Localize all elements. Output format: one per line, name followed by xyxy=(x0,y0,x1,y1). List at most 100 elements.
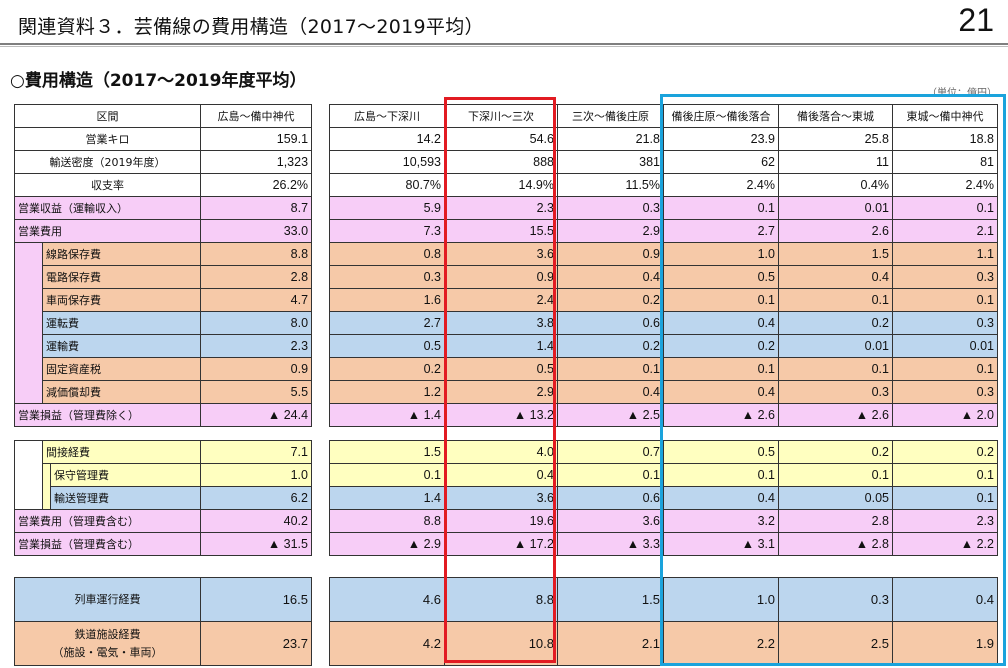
value-cell: ▲ 2.0 xyxy=(892,403,998,427)
value-cell: 4.7 xyxy=(200,288,313,312)
table-row: 営業費用 33.0 xyxy=(13,219,313,243)
column-header: 三次～備後庄原 xyxy=(557,104,664,128)
value-cell: 2.3 xyxy=(892,509,998,533)
row-label: 運転費 xyxy=(41,311,202,335)
row-label: 線路保存費 xyxy=(41,242,202,266)
value-cell: 0.5 xyxy=(444,357,558,381)
value-cell: ▲ 17.2 xyxy=(444,532,558,556)
value-cell: 2.4% xyxy=(892,173,998,197)
value-cell: 0.4 xyxy=(778,265,893,289)
row-label-line: 列車運行経費 xyxy=(74,592,141,606)
value-cell: 0.2 xyxy=(892,440,998,464)
value-cell: 1.0 xyxy=(663,242,779,266)
value-cell: 33.0 xyxy=(200,219,313,243)
row-label: 保守管理費 xyxy=(50,463,201,487)
value-cell: 0.3 xyxy=(892,265,998,289)
value-cell: 2.3 xyxy=(200,334,313,358)
table-row: 営業費用（管理費含む） 40.2 xyxy=(14,509,312,533)
section-title: ○費用構造（2017～2019年度平均） xyxy=(10,71,307,91)
value-cell: 0.4 xyxy=(557,380,664,404)
header-row: 区間 広島～備中神代 xyxy=(13,104,313,128)
value-cell: 0.9 xyxy=(200,357,313,381)
table-row: 営業収益（運輸収入） 8.7 xyxy=(13,196,313,220)
column-header: 広島～下深川 xyxy=(329,104,445,128)
value-cell: 7.3 xyxy=(329,219,445,243)
row-label: 営業費用 xyxy=(13,219,202,243)
value-cell: 0.4% xyxy=(778,173,893,197)
table-row: 10,593 888 381 62 11 81 xyxy=(329,150,998,174)
value-cell: 5.5 xyxy=(200,380,313,404)
table-row: 80.7% 14.9% 11.5% 2.4% 0.4% 2.4% xyxy=(329,173,998,197)
value-cell: 81 xyxy=(892,150,998,174)
table-row: 0.8 3.6 0.9 1.0 1.5 1.1 xyxy=(329,242,998,266)
table-row: 営業キロ 159.1 xyxy=(13,127,313,151)
table-row: 減価償却費 5.5 xyxy=(14,380,313,404)
table-row: 7.3 15.5 2.9 2.7 2.6 2.1 xyxy=(329,219,998,243)
value-cell: 0.05 xyxy=(778,486,893,510)
value-cell: 0.9 xyxy=(557,242,664,266)
table-row: 0.2 0.5 0.1 0.1 0.1 0.1 xyxy=(329,357,998,381)
title-divider xyxy=(0,43,1008,45)
column-header: 区間 xyxy=(13,104,202,128)
value-cell: 3.8 xyxy=(444,311,558,335)
row-label-line: （施設・電気・車両） xyxy=(52,645,163,659)
value-cell: 0.3 xyxy=(329,265,445,289)
value-cell: 16.5 xyxy=(200,577,312,622)
row-label: 営業費用（管理費含む） xyxy=(14,509,201,533)
value-cell: ▲ 3.1 xyxy=(663,532,779,556)
table-row: 1.6 2.4 0.2 0.1 0.1 0.1 xyxy=(329,288,998,312)
column-header: 備後庄原～備後落合 xyxy=(663,104,779,128)
value-cell: 0.2 xyxy=(557,334,664,358)
row-label-line: 鉄道施設経費 xyxy=(74,627,141,641)
value-cell: ▲ 2.5 xyxy=(557,403,664,427)
column-header: 広島～備中神代 xyxy=(200,104,313,128)
value-cell: 2.3 xyxy=(444,196,558,220)
table-row: 1.5 4.0 0.7 0.5 0.2 0.2 xyxy=(329,440,998,464)
value-cell: 0.01 xyxy=(778,334,893,358)
value-cell: 0.1 xyxy=(892,463,998,487)
value-cell: ▲ 2.2 xyxy=(892,532,998,556)
indent-cell xyxy=(14,311,43,335)
header-row: 広島～下深川 下深川～三次 三次～備後庄原 備後庄原～備後落合 備後落合～東城 東城～備中… xyxy=(329,104,998,128)
value-cell: 5.9 xyxy=(329,196,445,220)
value-cell: 4.2 xyxy=(329,621,445,666)
value-cell: 2.6 xyxy=(778,219,893,243)
value-cell: 1.6 xyxy=(329,288,445,312)
row-label: 間接経費 xyxy=(42,440,201,464)
value-cell: 1.5 xyxy=(557,577,664,622)
row-label: 電路保存費 xyxy=(41,265,202,289)
table-row: 4.2 10.8 2.1 2.2 2.5 1.9 xyxy=(329,621,998,666)
value-cell: 2.1 xyxy=(892,219,998,243)
table-row: 8.8 19.6 3.6 3.2 2.8 2.3 xyxy=(329,509,998,533)
value-cell: 159.1 xyxy=(200,127,313,151)
indent-cell xyxy=(42,463,51,487)
value-cell: 2.9 xyxy=(557,219,664,243)
table-row: 5.9 2.3 0.3 0.1 0.01 0.1 xyxy=(329,196,998,220)
table-row: 14.2 54.6 21.8 23.9 25.8 18.8 xyxy=(329,127,998,151)
row-label: 固定資産税 xyxy=(41,357,202,381)
value-cell: 0.1 xyxy=(557,463,664,487)
indent-cell xyxy=(14,440,43,464)
value-cell: 21.8 xyxy=(557,127,664,151)
value-cell: 0.1 xyxy=(778,288,893,312)
table-row: 営業損益（管理費含む） ▲ 31.5 xyxy=(14,532,312,556)
value-cell: 2.9 xyxy=(444,380,558,404)
row-label: 営業損益（管理費含む） xyxy=(14,532,201,556)
value-cell: 7.1 xyxy=(200,440,312,464)
value-cell: 381 xyxy=(557,150,664,174)
value-cell: 0.4 xyxy=(663,486,779,510)
value-cell: 0.1 xyxy=(778,357,893,381)
value-cell: ▲ 13.2 xyxy=(444,403,558,427)
row-label: 運輸費 xyxy=(41,334,202,358)
value-cell: 8.8 xyxy=(329,509,445,533)
table-row: 営業損益（管理費除く） ▲ 24.4 xyxy=(13,403,313,427)
indent-cell xyxy=(14,380,43,404)
value-cell: 0.1 xyxy=(892,196,998,220)
value-cell: 3.6 xyxy=(444,242,558,266)
value-cell: 3.6 xyxy=(557,509,664,533)
value-cell: 62 xyxy=(663,150,779,174)
table-row: 4.6 8.8 1.5 1.0 0.3 0.4 xyxy=(329,577,998,622)
indent-cell xyxy=(14,486,43,510)
value-cell: 0.1 xyxy=(663,463,779,487)
row-label: 輸送管理費 xyxy=(50,486,201,510)
